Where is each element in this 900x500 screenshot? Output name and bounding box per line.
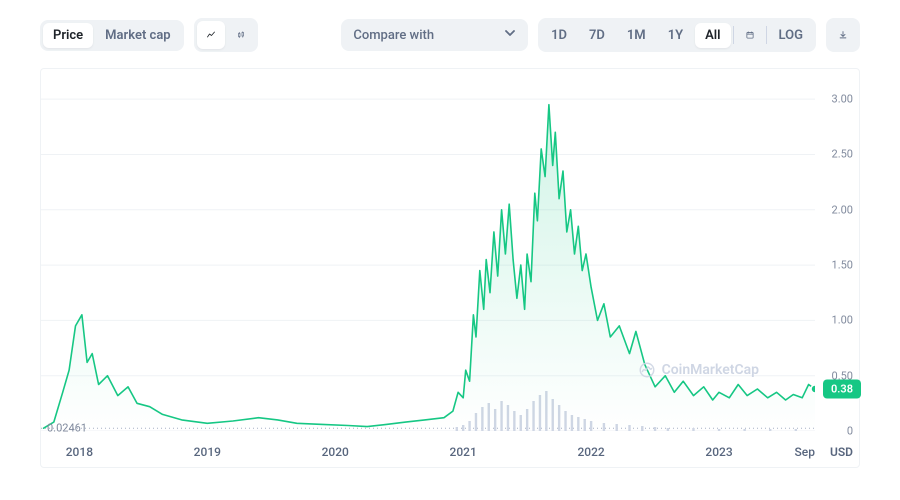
x-tick-label: Sep <box>795 445 815 459</box>
download-icon[interactable] <box>829 21 857 49</box>
chevron-down-icon <box>504 27 516 43</box>
y-tick-label: 2.50 <box>832 148 853 161</box>
line-chart-icon[interactable] <box>197 21 225 49</box>
x-tick-label: 2020 <box>322 445 349 459</box>
chart-plot-area: 0.02461 CoinMarketCap <box>41 77 815 431</box>
y-axis: 00.501.001.502.002.503.00 <box>815 77 859 431</box>
y-tick-label: 3.00 <box>832 93 853 106</box>
range-1y[interactable]: 1Y <box>658 23 693 48</box>
range-all[interactable]: All <box>695 23 730 48</box>
currency-label: USD <box>830 445 853 459</box>
calendar-icon[interactable] <box>736 21 764 49</box>
y-tick-label: 1.00 <box>832 314 853 327</box>
compare-dropdown[interactable]: Compare with <box>341 19 528 51</box>
y-tick-label: 1.50 <box>832 259 853 272</box>
range-1d[interactable]: 1D <box>541 23 577 48</box>
y-tick-label: 0 <box>847 425 853 438</box>
chart-toolbar: Price Market cap Compare with 1D 7D 1M 1… <box>0 0 900 58</box>
baseline-value-label: 0.02461 <box>47 422 87 435</box>
price-chart[interactable]: 0.02461 CoinMarketCap 00.501.001.502.002… <box>40 68 860 468</box>
download-group <box>826 18 860 52</box>
time-range-group: 1D 7D 1M 1Y All LOG <box>538 18 816 52</box>
chart-type-toggle <box>194 18 258 52</box>
x-tick-label: 2019 <box>194 445 221 459</box>
x-tick-label: 2018 <box>66 445 93 459</box>
view-toggle: Price Market cap <box>40 20 184 51</box>
compare-label: Compare with <box>353 28 434 43</box>
market-cap-tab[interactable]: Market cap <box>95 23 180 48</box>
x-axis: 2018 2019 2020 2021 2022 2023 Sep <box>41 437 815 467</box>
price-tab[interactable]: Price <box>43 23 93 48</box>
current-price-badge: 0.38 <box>823 379 861 398</box>
scale-log[interactable]: LOG <box>769 23 813 48</box>
x-tick-label: 2021 <box>450 445 477 459</box>
range-1m[interactable]: 1M <box>617 23 656 48</box>
x-tick-label: 2023 <box>705 445 732 459</box>
divider <box>766 26 767 44</box>
candlestick-icon[interactable] <box>227 21 255 49</box>
range-7d[interactable]: 7D <box>579 23 615 48</box>
x-tick-label: 2022 <box>577 445 604 459</box>
y-tick-label: 2.00 <box>832 203 853 216</box>
divider <box>733 26 734 44</box>
